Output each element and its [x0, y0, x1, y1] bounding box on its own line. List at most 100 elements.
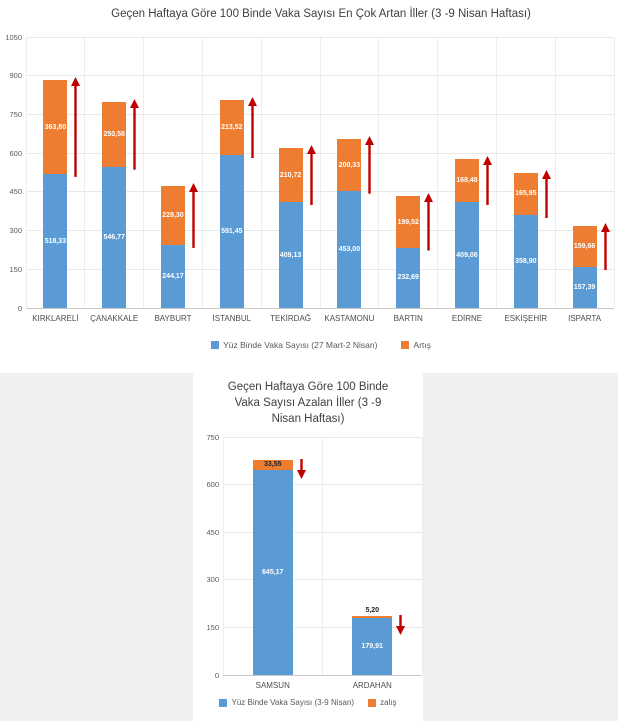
- x-axis-category-label: ÇANAKKALE: [90, 314, 139, 323]
- bar-segment-base: [161, 244, 185, 308]
- chart-decrease-legend: Yüz Binde Vaka Sayısı (3-9 Nisan) zalış: [193, 698, 423, 707]
- legend-item: zalış: [368, 698, 397, 707]
- bar-segment-base: [513, 215, 538, 308]
- chart-increase-plot: 0 150 300 450 600 750 900 1050 518,33 363,80 KIRK…: [5, 33, 615, 323]
- bar-value-label-base: 453,00: [338, 246, 361, 254]
- x-axis-category-label: SAMSUN: [255, 681, 290, 690]
- legend-swatch-icon: [219, 698, 228, 707]
- legend-label: zalış: [380, 698, 397, 707]
- legend-item: Yüz Binde Vaka Sayısı (3-9 Nisan): [219, 698, 354, 707]
- y-axis-tick-label: 450: [206, 527, 219, 537]
- x-axis-category-label: KIRKLARELİ: [32, 314, 79, 323]
- y-axis-tick-label: 300: [9, 226, 22, 236]
- bar-value-label-change: 363,80: [44, 123, 67, 131]
- trend-up-arrow-icon: [70, 77, 81, 182]
- bar-segment-base: [43, 174, 68, 308]
- bar-segment-base: [278, 202, 303, 308]
- legend-item: Artış: [401, 340, 431, 350]
- bar-segment-change: [43, 80, 68, 175]
- chart-increase-title: Geçen Haftaya Göre 100 Binde Vaka Sayısı…: [111, 8, 531, 20]
- bar-segment-base: [572, 267, 597, 308]
- y-axis-tick-label: 600: [206, 480, 219, 490]
- bar-value-label-base: 358,90: [515, 258, 537, 266]
- chart-increase-legend: Yüz Binde Vaka Sayısı (27 Mart-2 Nisan) A…: [0, 340, 642, 350]
- bar-value-label-base: 409,13: [279, 251, 302, 259]
- bar-value-label-base: 591,45: [221, 228, 243, 236]
- bar-value-label-base: 518,33: [44, 237, 67, 245]
- bar-segment-change: [572, 226, 597, 268]
- x-axis-category-label: BAYBURT: [154, 314, 192, 323]
- trend-up-arrow-icon: [600, 223, 611, 275]
- x-axis-category-label: ARDAHAN: [352, 681, 392, 690]
- chart-increase-panel: Geçen Haftaya Göre 100 Binde Vaka Sayısı…: [0, 8, 642, 350]
- legend-swatch-icon: [211, 341, 220, 349]
- trend-up-arrow-icon: [482, 155, 493, 210]
- bar-value-label-base: 179,91: [361, 642, 383, 650]
- gridline-vertical: [260, 37, 262, 308]
- gridline-vertical: [378, 37, 380, 308]
- gridline-vertical: [322, 437, 323, 675]
- y-axis-tick-label: 0: [17, 303, 22, 313]
- bar-segment-change: [219, 100, 244, 156]
- bar-segment-base: [337, 191, 362, 308]
- legend-swatch-icon: [401, 341, 410, 349]
- bar-value-label-change: 228,30: [162, 212, 184, 220]
- bar-segment-change: [252, 459, 293, 471]
- y-axis-tick-label: 0: [214, 670, 219, 680]
- bar-value-label-change: 33,55: [263, 461, 282, 469]
- bar-value-label-change: 168,48: [456, 177, 478, 185]
- bar-segment-change: [337, 139, 362, 192]
- trend-down-arrow-icon: [296, 458, 307, 484]
- x-axis-category-label: ISPARTA: [568, 314, 602, 323]
- gridline-horizontal: [223, 674, 422, 676]
- chart-decrease-title-line2: Vaka Sayısı Azalan İller (3 -9: [234, 397, 382, 409]
- gridline-vertical: [421, 437, 423, 675]
- gridline-vertical: [143, 37, 145, 308]
- x-axis-category-label: İSTANBUL: [212, 314, 252, 323]
- bar-segment-change: [455, 158, 479, 203]
- bar-value-label-base: 244,17: [162, 272, 184, 280]
- x-axis-category-label: KASTAMONU: [324, 314, 375, 323]
- y-axis-tick-label: 150: [9, 264, 22, 274]
- trend-down-arrow-icon: [395, 614, 406, 640]
- y-axis-tick-label: 600: [9, 148, 22, 158]
- bar-segment-change: [278, 148, 303, 203]
- y-axis-tick-label: 750: [9, 109, 22, 119]
- y-axis-tick-label: 1050: [5, 32, 22, 42]
- trend-up-arrow-icon: [364, 136, 375, 199]
- gridline-vertical: [222, 437, 224, 675]
- legend-label: Artış: [413, 340, 431, 350]
- bar-segment-change: [352, 615, 393, 618]
- gridline-vertical: [613, 37, 615, 308]
- gridline-vertical: [201, 37, 203, 308]
- trend-up-arrow-icon: [306, 145, 317, 210]
- legend-label: Yüz Binde Vaka Sayısı (3-9 Nisan): [231, 698, 355, 707]
- chart-decrease-plot: 0 150 300 450 600 750 645,17 33,55 SAMSUN 179,91…: [206, 433, 423, 690]
- bar-value-label-change: 199,52: [397, 218, 419, 226]
- legend-item: Yüz Binde Vaka Sayısı (27 Mart-2 Nisan): [211, 340, 377, 350]
- bar-value-label-change: 165,95: [515, 190, 537, 198]
- gridline-horizontal: [26, 307, 614, 309]
- bar-segment-change: [102, 102, 127, 167]
- y-axis-tick-label: 300: [206, 575, 219, 585]
- legend-swatch-icon: [368, 698, 377, 707]
- bar-value-label-base: 546,77: [103, 233, 125, 241]
- x-axis-category-label: TEKİRDAĞ: [270, 314, 312, 323]
- bar-segment-base: [352, 617, 393, 675]
- y-axis-tick-label: 900: [9, 71, 22, 81]
- chart-decrease-title-line1: Geçen Haftaya Göre 100 Binde: [227, 381, 389, 393]
- bar-segment-base: [455, 202, 479, 308]
- bar-value-label-change: 250,58: [103, 131, 125, 139]
- bar-segment-base: [252, 470, 293, 675]
- bar-value-label-change: 159,66: [573, 243, 596, 251]
- y-axis-tick-label: 450: [9, 187, 22, 197]
- bar-segment-change: [161, 186, 185, 245]
- y-axis-tick-label: 150: [206, 622, 219, 632]
- trend-up-arrow-icon: [541, 169, 552, 224]
- bar-value-label-change: 5,20: [365, 607, 380, 615]
- gridline-vertical: [437, 37, 439, 308]
- gridline-vertical: [554, 37, 556, 308]
- gridline-vertical: [319, 37, 321, 308]
- gridline-vertical: [25, 37, 27, 308]
